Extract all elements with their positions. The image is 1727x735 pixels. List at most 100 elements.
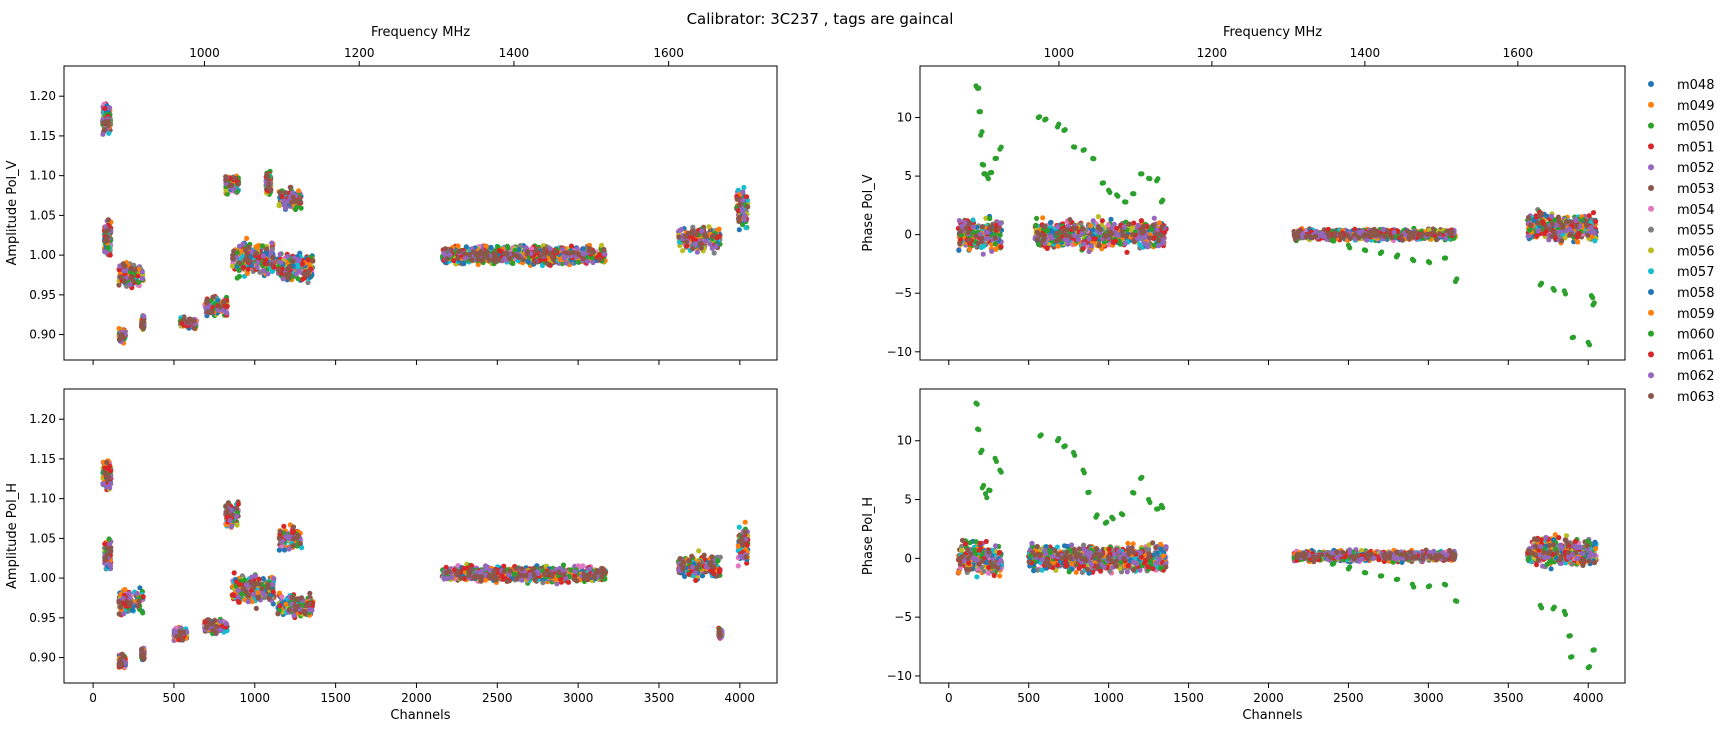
point-m062 <box>277 251 283 257</box>
point-m063 <box>1038 232 1044 238</box>
top-x-tick-label: 1000 <box>189 46 220 60</box>
point-m063 <box>540 249 547 255</box>
point-m061 <box>743 194 750 200</box>
point-m063 <box>282 190 288 196</box>
point-m060 <box>234 275 240 281</box>
point-m063 <box>223 177 229 183</box>
point-m062 <box>740 189 746 195</box>
point-m061 <box>1110 239 1116 245</box>
point-m058 <box>488 244 494 250</box>
point-m063 <box>1156 237 1162 243</box>
y-tick-label: 1.00 <box>29 248 56 262</box>
point-m063 <box>520 257 526 263</box>
point-m062 <box>1525 233 1531 239</box>
point-m063 <box>1583 220 1589 226</box>
point-m062 <box>997 221 1004 227</box>
point-m062 <box>278 259 284 266</box>
y-axis-label: Amplitude Pol_V <box>5 160 20 265</box>
point-m063 <box>1406 236 1412 242</box>
point-m063 <box>1080 226 1086 232</box>
point-m060 <box>295 276 301 282</box>
point-m063 <box>979 224 986 230</box>
point-m061 <box>1080 245 1086 252</box>
point-m063 <box>1525 214 1532 221</box>
point-m062 <box>1088 243 1094 249</box>
point-m063 <box>1102 233 1108 239</box>
point-m061 <box>305 257 311 263</box>
point-m063 <box>290 258 296 264</box>
point-m062 <box>1588 228 1594 235</box>
point-m062 <box>254 264 260 271</box>
point-m063 <box>1385 228 1391 234</box>
point-m063 <box>191 325 197 331</box>
point-m063 <box>1119 228 1125 234</box>
point-m063 <box>553 248 559 254</box>
point-m063 <box>118 332 124 338</box>
point-m058 <box>1108 216 1114 222</box>
point-m063 <box>469 257 475 263</box>
point-m063 <box>709 234 716 240</box>
point-m063 <box>1559 238 1565 244</box>
point-m063 <box>987 224 993 231</box>
point-m063 <box>493 252 499 259</box>
point-m062 <box>602 251 608 257</box>
point-m061 <box>597 252 603 258</box>
point-m063 <box>564 250 570 256</box>
point-m063 <box>698 245 704 251</box>
point-m062 <box>100 131 106 137</box>
top-x-tick-label: 1400 <box>499 46 530 60</box>
point-m063 <box>1126 221 1132 227</box>
point-m062 <box>1048 233 1054 239</box>
point-m063 <box>1120 232 1126 238</box>
point-m063 <box>181 316 187 322</box>
point-m063 <box>100 120 106 126</box>
point-m063 <box>231 175 238 181</box>
point-m063 <box>1141 229 1147 235</box>
point-m063 <box>736 218 742 224</box>
point-m063 <box>103 228 109 234</box>
point-m063 <box>229 182 235 188</box>
point-m052 <box>1151 215 1157 221</box>
point-m062 <box>1144 244 1151 250</box>
point-m059 <box>244 235 250 241</box>
point-m062 <box>1535 228 1541 234</box>
point-m063 <box>1559 222 1566 228</box>
point-m063 <box>571 250 577 256</box>
point-m062 <box>956 218 963 224</box>
point-m063 <box>1304 233 1310 239</box>
point-m063 <box>496 257 502 263</box>
point-m063 <box>1424 231 1431 237</box>
point-m063 <box>285 266 291 272</box>
point-m062 <box>294 257 301 263</box>
point-m063 <box>957 241 963 247</box>
point-m063 <box>1060 228 1066 234</box>
point-m050 <box>1034 215 1040 221</box>
point-m063 <box>1535 220 1541 226</box>
point-m061 <box>1574 234 1580 240</box>
point-m062 <box>590 259 596 266</box>
point-m063 <box>1409 230 1415 236</box>
point-m063 <box>270 255 276 261</box>
point-m060 <box>298 205 304 211</box>
point-m063 <box>475 252 481 258</box>
point-m051 <box>1124 249 1130 255</box>
y-tick-label: 1.10 <box>29 169 56 183</box>
point-m051 <box>1138 218 1144 224</box>
point-m063 <box>698 240 704 246</box>
point-m059 <box>455 243 461 249</box>
point-m063 <box>537 254 543 260</box>
point-m063 <box>601 246 607 253</box>
y-tick-label: 1.15 <box>29 129 56 143</box>
point-m062 <box>1156 243 1162 249</box>
point-m062 <box>285 253 291 260</box>
point-m061 <box>1131 220 1137 226</box>
point-m060 <box>977 109 984 115</box>
point-m062 <box>260 253 266 259</box>
point-m063 <box>253 250 259 256</box>
point-m050 <box>739 221 746 228</box>
point-m061 <box>245 266 251 272</box>
y-tick-label: 1.05 <box>29 208 56 222</box>
point-m063 <box>1072 225 1078 232</box>
point-m060 <box>1526 227 1532 233</box>
point-m062 <box>139 269 145 275</box>
